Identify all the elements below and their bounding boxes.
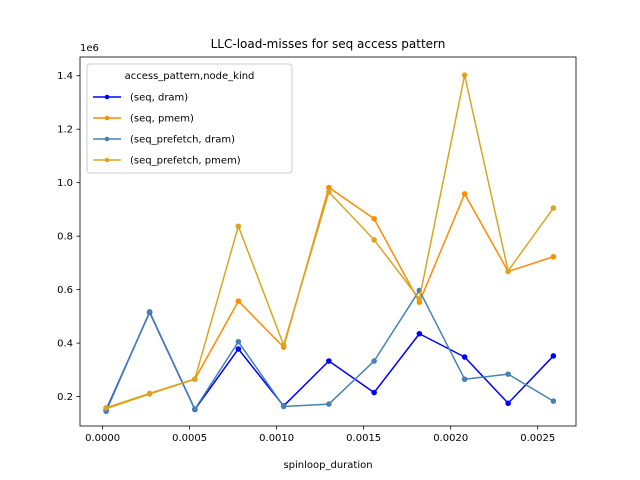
legend-item: (seq_prefetch, pmem) (93, 156, 241, 167)
legend-item: (seq_prefetch, dram) (93, 135, 235, 146)
y-tick-label: 1.0 (57, 178, 73, 189)
x-tick-label: 0.0000 (85, 433, 120, 444)
legend-marker (104, 94, 110, 100)
data-point (461, 191, 468, 197)
data-point (146, 309, 153, 315)
x-tick-label: 0.0005 (172, 433, 207, 444)
y-tick-label: 1.2 (57, 125, 73, 136)
data-point (550, 205, 557, 211)
data-point (192, 406, 198, 412)
axes-frame (79, 56, 577, 427)
legend-marker (104, 157, 110, 163)
data-point (326, 358, 332, 364)
data-point (326, 401, 332, 407)
series-4 (103, 72, 557, 411)
data-point (550, 253, 557, 260)
legend-label: (seq, dram) (130, 93, 188, 104)
data-point (235, 223, 242, 230)
data-point (371, 358, 377, 364)
data-point (280, 342, 287, 348)
data-point (103, 405, 109, 411)
data-point (192, 376, 198, 382)
data-point (550, 353, 557, 359)
data-point (371, 237, 377, 243)
data-point (550, 398, 557, 404)
data-point (371, 215, 377, 222)
legend-title: access_pattern,node_kind (125, 71, 255, 82)
legend-label: (seq_prefetch, pmem) (130, 156, 241, 167)
x-axis-label: spinloop_duration (283, 460, 372, 471)
data-point (461, 354, 468, 360)
x-tick-label: 0.0020 (433, 433, 468, 444)
data-point (505, 400, 511, 407)
y-tick-label: 0.2 (57, 392, 73, 403)
x-tick-label: 0.0015 (346, 433, 381, 444)
legend-label: (seq, pmem) (130, 114, 194, 125)
legend: access_pattern,node_kind (seq, dram) (seq,… (86, 63, 293, 174)
y-axis-multiplier: 1e6 (80, 43, 99, 54)
x-tick-label: 0.0010 (259, 433, 294, 444)
data-point (235, 298, 242, 304)
data-point (235, 346, 242, 352)
y-tick-label: 0.6 (57, 285, 73, 296)
y-tick-label: 1.4 (57, 71, 73, 82)
y-tick-label: 0.8 (57, 232, 73, 243)
data-point (371, 389, 377, 396)
data-point (461, 376, 468, 383)
legend-marker (104, 115, 110, 121)
data-point (326, 189, 332, 195)
chart-title: LLC-load-misses for seq access pattern (211, 37, 446, 51)
legend-marker (104, 136, 110, 142)
data-point (505, 371, 511, 377)
legend-item: (seq, pmem) (93, 114, 194, 125)
y-tick-label: 0.4 (57, 339, 73, 350)
data-point (235, 338, 242, 345)
data-point (280, 403, 287, 410)
data-point (326, 184, 332, 191)
legend-label: (seq_prefetch, dram) (130, 135, 235, 146)
legend-item: (seq, dram) (93, 93, 188, 104)
data-point (461, 72, 468, 78)
data-point (505, 268, 511, 274)
x-tick-label: 0.0025 (520, 433, 555, 444)
data-point (416, 330, 423, 337)
data-point (416, 296, 423, 302)
data-point (146, 390, 153, 397)
legend-box (86, 63, 293, 174)
plot-area: 0.0000 0.0005 0.0010 0.0015 0.0020 0.0025 0.2 0… (57, 56, 577, 444)
